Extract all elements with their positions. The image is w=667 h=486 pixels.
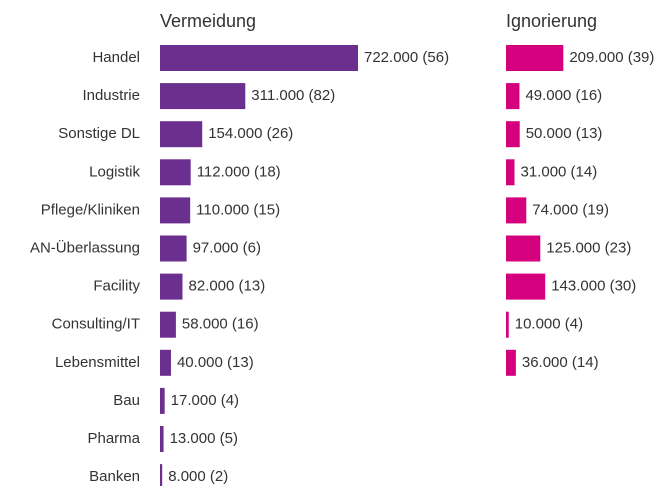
bar	[506, 121, 520, 148]
bar	[160, 197, 191, 224]
bar	[160, 349, 171, 376]
bar	[506, 159, 515, 186]
value-label: 722.000 (56)	[364, 49, 449, 66]
category-label: Lebensmittel	[55, 354, 140, 371]
category-label: Banken	[89, 468, 140, 485]
value-label: 143.000 (30)	[551, 278, 636, 295]
value-label: 31.000 (14)	[521, 163, 598, 180]
category-label: Industrie	[82, 87, 140, 104]
bar	[160, 83, 246, 110]
bar	[160, 235, 187, 262]
bar	[506, 45, 564, 71]
panel-title: Vermeidung	[160, 11, 256, 31]
value-label: 13.000 (5)	[170, 430, 238, 447]
bar	[160, 159, 191, 186]
value-label: 17.000 (4)	[171, 392, 239, 409]
bar	[160, 45, 358, 71]
value-label: 209.000 (39)	[569, 49, 654, 66]
category-label: Sonstige DL	[58, 125, 140, 142]
bar	[160, 121, 203, 148]
category-label: Handel	[92, 49, 140, 66]
value-label: 311.000 (82)	[251, 87, 335, 104]
bar	[160, 273, 183, 300]
category-label: Pflege/Kliniken	[41, 201, 140, 218]
bar	[160, 311, 176, 338]
bar	[506, 311, 509, 338]
bar	[506, 83, 520, 110]
bar	[160, 387, 165, 414]
category-label: Facility	[93, 278, 140, 295]
category-label: Bau	[113, 392, 140, 409]
bar	[506, 273, 546, 300]
value-label: 10.000 (4)	[515, 316, 583, 333]
value-label: 110.000 (15)	[196, 201, 280, 218]
value-label: 8.000 (2)	[168, 468, 228, 485]
value-label: 50.000 (13)	[526, 125, 603, 142]
value-label: 49.000 (16)	[525, 87, 602, 104]
value-label: 82.000 (13)	[188, 278, 265, 295]
category-label: AN-Überlassung	[30, 238, 140, 256]
category-label: Pharma	[87, 430, 140, 447]
bar	[506, 235, 541, 262]
bar	[506, 197, 527, 224]
bar	[160, 426, 164, 452]
value-label: 112.000 (18)	[197, 163, 281, 180]
bar	[506, 349, 516, 376]
bar	[160, 464, 163, 486]
category-label: Logistik	[89, 163, 140, 180]
value-label: 58.000 (16)	[182, 316, 259, 333]
panel-title: Ignorierung	[506, 11, 597, 31]
value-label: 74.000 (19)	[532, 201, 609, 218]
value-label: 125.000 (23)	[546, 239, 631, 256]
value-label: 154.000 (26)	[208, 125, 293, 142]
value-label: 36.000 (14)	[522, 354, 599, 371]
value-label: 97.000 (6)	[193, 239, 261, 256]
category-label: Consulting/IT	[52, 316, 140, 333]
value-label: 40.000 (13)	[177, 354, 254, 371]
